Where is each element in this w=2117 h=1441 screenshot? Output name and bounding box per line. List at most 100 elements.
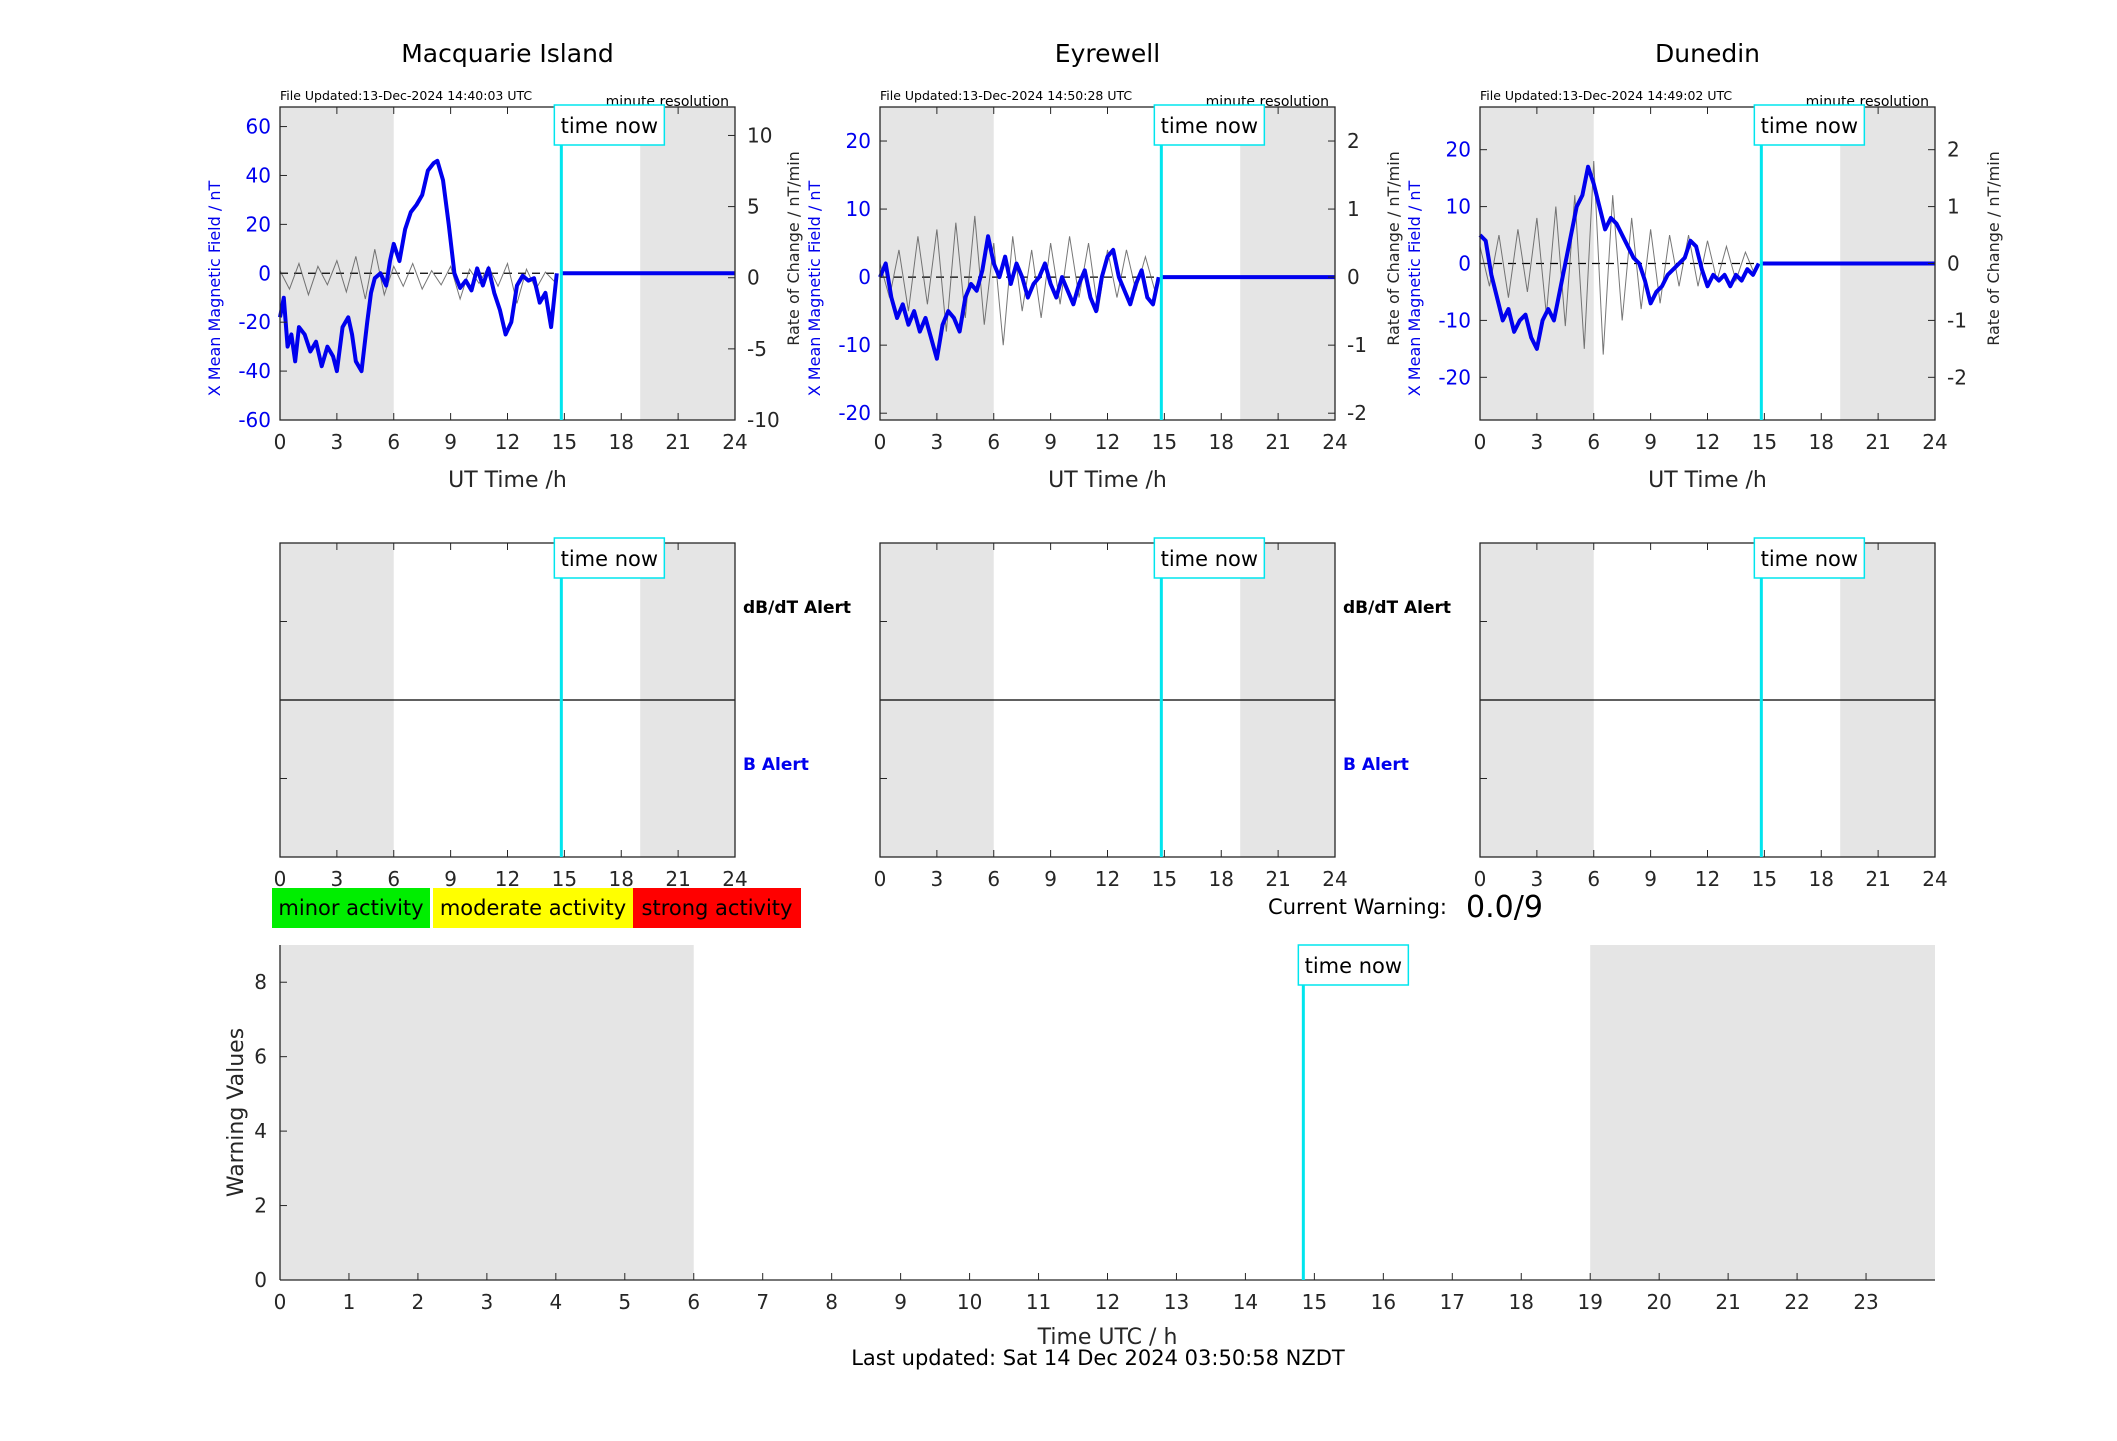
shaded-region [640,107,735,420]
x-tick-label: 24 [722,430,747,454]
field-plot-1: 0 3 6 9 12 15 18 21 24-20-1001020-2-1012Eyrewell… [805,39,1403,493]
field-plot-0: 0 3 6 9 12 15 18 21 24 -60 -40 -20 0 20 40 60 -10 -5 0 5 10 M… [205,39,803,493]
legend-moderate-activity: moderate activity [440,896,626,920]
x-tick-label: 12 [495,867,520,891]
y-tick-label: 20 [1446,138,1471,162]
shaded-region [1590,945,1935,1280]
x-tick-label: 3 [331,430,344,454]
x-tick-label: 18 [1209,867,1234,891]
field-series [278,158,559,374]
x-tick-label: 0 [274,867,287,891]
x-axis-label: UT Time /h [1048,468,1167,493]
x-tick-label: 0 [274,1290,287,1314]
x-tick-label: 12 [1095,430,1120,454]
y2-tick-label: 10 [747,123,772,147]
y2-tick-label: 2 [1947,138,1960,162]
alert-plot-2: 0 3 6 9 12 15 18 21 24 time now [1474,537,1948,891]
y2-tick-label: -5 [747,337,767,361]
shaded-region [880,107,994,420]
x-tick-label: 0 [1474,430,1487,454]
x-tick-label: 18 [1209,430,1234,454]
b-alert-label: B Alert [1343,755,1409,775]
time-now-label: time now [1161,547,1258,571]
x-tick-label: 9 [1644,430,1657,454]
time-now-label: time now [561,114,658,138]
field-series [1478,164,1761,351]
x-tick-label: 1 [343,1290,356,1314]
time-now-label: time now [1305,954,1402,978]
x-tick-label: 9 [444,430,457,454]
dbdt-alert-label: dB/dT Alert [1343,598,1451,618]
x-tick-label: 24 [722,867,747,891]
y-axis-label: Warning Values [224,1028,249,1197]
x-tick-label: 18 [1509,1290,1534,1314]
y-tick-label: 0 [858,265,871,289]
field-plot-2: 0 3 6 9 12 15 18 21 24-20-1001020-2-1012DunedinF… [1405,39,2003,493]
alert-plot-0: 0 3 6 9 12 15 18 21 24 dB/dT Alert B Alert time now [274,537,851,891]
legend-strong-activity-swatch [633,888,801,928]
time-now-label: time now [1161,114,1258,138]
x-axis-label: Time UTC / h [1037,1325,1178,1350]
x-tick-label: 3 [931,867,944,891]
x-tick-label: 21 [1865,867,1890,891]
x-tick-label: 15 [1152,867,1177,891]
y-tick-label: 6 [254,1045,267,1069]
rate-of-change-series [1479,161,1756,355]
x-tick-label: 15 [552,430,577,454]
x-tick-label: 4 [549,1290,562,1314]
x-tick-label: 19 [1577,1290,1602,1314]
x-tick-label: 14 [1233,1290,1258,1314]
x-tick-label: 6 [987,430,1000,454]
shaded-region [280,945,694,1280]
x-tick-label: 12 [1695,430,1720,454]
x-tick-label: 3 [1531,867,1544,891]
y2-tick-label: 1 [1947,195,1960,219]
x-tick-label: 21 [1865,430,1890,454]
x-tick-label: 6 [1587,430,1600,454]
legend-minor-activity-swatch [272,888,430,928]
x-tick-label: 9 [444,867,457,891]
x-axis-label: UT Time /h [448,468,567,493]
b-alert-label: B Alert [743,755,809,775]
x-tick-label: 18 [1809,867,1834,891]
y-tick-label: 10 [1446,195,1471,219]
shaded-region [1240,107,1335,420]
station-title: Dunedin [1655,39,1760,68]
x-tick-label: 12 [1695,867,1720,891]
x-tick-label: 12 [495,430,520,454]
x-tick-label: 0 [874,867,887,891]
x-tick-label: 17 [1440,1290,1465,1314]
y2-tick-label: 0 [747,266,760,290]
x-tick-label: 12 [1095,867,1120,891]
y2-tick-label: -2 [1947,365,1967,389]
y2-tick-label: 0 [1947,252,1960,276]
x-tick-label: 13 [1164,1290,1189,1314]
y-tick-label: 0 [1458,252,1471,276]
x-tick-label: 9 [1644,867,1657,891]
y2-tick-label: 1 [1347,197,1360,221]
last-updated-text: Last updated: Sat 14 Dec 2024 03:50:58 N… [851,1346,1345,1370]
x-tick-label: 22 [1784,1290,1809,1314]
time-now-box [1753,537,1866,579]
x-tick-label: 9 [894,1290,907,1314]
time-now-box [1153,537,1266,579]
time-now-label: time now [1761,547,1858,571]
y-tick-label: -20 [238,310,271,334]
x-tick-label: 3 [1531,430,1544,454]
current-warning-label: Current Warning: [1268,895,1447,919]
y2-tick-label: -1 [1947,308,1967,332]
y-axis-label-right: Rate of Change / nT/min [784,151,803,346]
x-tick-label: 2 [412,1290,425,1314]
legend-moderate-activity-swatch [433,888,633,928]
x-tick-label: 15 [1752,867,1777,891]
x-tick-label: 3 [331,867,344,891]
x-tick-label: 15 [1752,430,1777,454]
x-tick-label: 10 [957,1290,982,1314]
field-series [878,234,1161,361]
y2-tick-label: 5 [747,195,760,219]
y-tick-label: 0 [258,261,271,285]
x-tick-label: 20 [1646,1290,1671,1314]
y-tick-label: -20 [838,401,871,425]
file-updated-text: File Updated:13-Dec-2024 14:49:02 UTC [1480,88,1732,103]
time-now-label: time now [1761,114,1858,138]
